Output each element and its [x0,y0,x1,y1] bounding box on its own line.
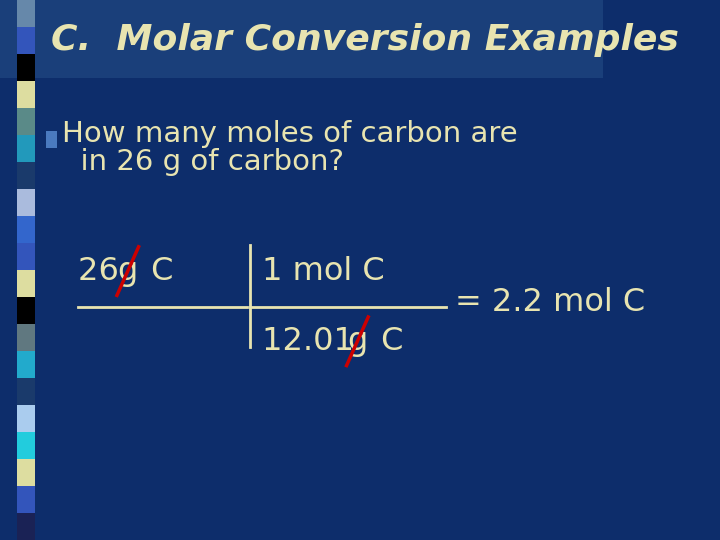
Text: = 2.2 mol C: = 2.2 mol C [455,287,645,318]
Bar [17,324,35,351]
Text: C.  Molar Conversion Examples: C. Molar Conversion Examples [51,23,679,57]
Text: 1 mol C: 1 mol C [262,255,384,287]
Bar [17,351,35,378]
Bar [17,0,35,27]
Bar [17,513,35,540]
Bar [17,270,35,297]
Bar [17,405,35,432]
Bar [0,0,603,78]
Bar [17,135,35,162]
Bar [17,189,35,216]
Bar [46,131,58,148]
Bar [17,54,35,81]
Bar [17,378,35,405]
Bar [17,486,35,513]
Bar [17,243,35,270]
Text: 12.01: 12.01 [262,326,364,357]
Bar [17,27,35,54]
Text: 26: 26 [78,255,130,287]
Text: g: g [347,326,367,357]
Text: in 26 g of carbon?: in 26 g of carbon? [62,148,344,176]
Bar [17,162,35,189]
Bar [17,81,35,108]
Bar [17,216,35,243]
Bar [17,297,35,324]
Text: How many moles of carbon are: How many moles of carbon are [62,120,518,148]
Bar [17,459,35,486]
Text: C: C [371,326,403,357]
Bar [17,432,35,459]
Text: C: C [141,255,174,287]
Bar [17,108,35,135]
Text: g: g [117,255,138,287]
